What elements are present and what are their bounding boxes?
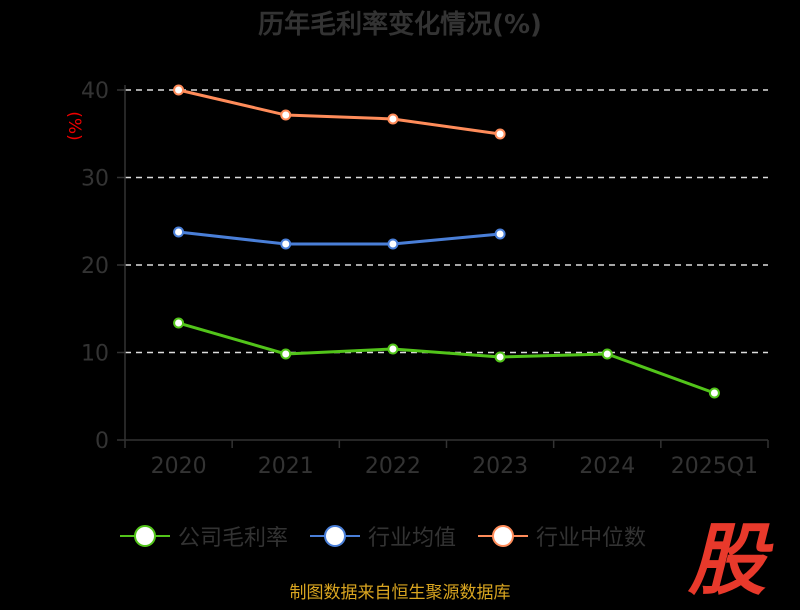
y-axis-label: (%)	[64, 111, 84, 140]
y-tick-label: 30	[81, 167, 109, 192]
y-tick-label: 10	[81, 342, 109, 367]
x-tick-label: 2021	[258, 454, 314, 479]
data-point	[173, 317, 185, 329]
data-point	[494, 128, 506, 140]
data-point	[601, 348, 613, 360]
x-tick-label: 2020	[151, 454, 207, 479]
x-tick-label: 2023	[472, 454, 528, 479]
data-point	[173, 84, 185, 96]
data-point	[280, 109, 292, 121]
x-tick-label: 2024	[579, 454, 635, 479]
legend-item-industry-mean[interactable]: 行业均值	[310, 520, 456, 552]
legend-label: 行业中位数	[536, 526, 647, 551]
source-note: 制图数据来自恒生聚源数据库	[289, 583, 511, 603]
data-point	[708, 387, 720, 399]
legend-marker-icon	[310, 525, 361, 547]
legend: 公司毛利率 行业均值 行业中位数	[120, 520, 646, 552]
x-tick-label: 2022	[365, 454, 421, 479]
y-tick-label: 20	[81, 254, 109, 279]
logo: 股	[688, 516, 767, 606]
x-tick-label: 2025Q1	[671, 454, 758, 479]
data-point	[173, 226, 185, 238]
data-point	[494, 228, 506, 240]
legend-item-industry-median[interactable]: 行业中位数	[478, 520, 646, 552]
data-point	[494, 351, 506, 363]
series-line-2	[178, 88, 501, 136]
data-point	[387, 343, 399, 355]
series-line-1	[178, 230, 501, 246]
legend-marker-icon	[478, 525, 529, 547]
legend-marker-icon	[120, 525, 170, 547]
data-point	[387, 113, 399, 125]
data-point	[387, 238, 399, 250]
y-tick-label: 40	[81, 79, 109, 104]
data-point	[280, 238, 292, 250]
legend-label: 公司毛利率	[178, 526, 289, 551]
data-point	[280, 348, 292, 360]
series-line-0	[178, 321, 715, 395]
legend-label: 行业均值	[368, 526, 457, 551]
legend-item-company[interactable]: 公司毛利率	[120, 520, 288, 552]
chart-title: 历年毛利率变化情况(%)	[258, 10, 542, 40]
y-tick-label: 0	[95, 429, 109, 454]
